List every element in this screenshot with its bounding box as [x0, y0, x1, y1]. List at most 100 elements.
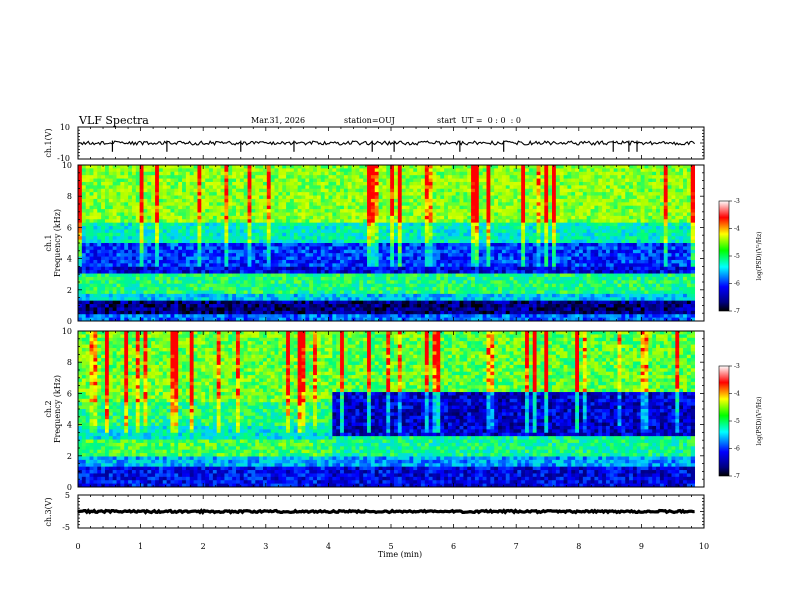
ch1-spectrogram-cell	[451, 246, 457, 251]
ch1-spectrogram-cell	[478, 263, 484, 268]
ch1-spectrogram-cell	[162, 195, 168, 200]
ch1-spectrogram-cell	[166, 236, 171, 241]
ch1-spectrogram-cell	[108, 246, 114, 251]
ch1-spectrogram-cell	[131, 222, 137, 227]
ch1-spectrogram-cell	[228, 215, 233, 220]
ch1-spectrogram-cell	[282, 178, 287, 183]
ch1-spectrogram-cell	[209, 280, 214, 285]
ch1-spectrogram-cell	[359, 263, 364, 268]
ch1-spectrogram-cell	[424, 263, 430, 268]
ch1-spectrogram-cell	[309, 229, 314, 234]
ch1-spectrogram-cell	[413, 205, 418, 210]
ch1-spectrogram-cell	[363, 219, 368, 224]
ch1-spectrogram-cell	[104, 171, 110, 176]
ch1-spectrogram-cell	[474, 307, 480, 312]
ch1-spectrogram-cell	[324, 181, 329, 186]
ch1-spectrogram-cell	[444, 317, 449, 322]
ch1-spectrogram-cell	[378, 192, 383, 196]
ch1-spectrogram-cell	[193, 270, 198, 274]
ch1-spectrogram-cell	[447, 266, 453, 271]
ch1-spectrogram-cell	[359, 276, 364, 281]
ch1-spectrogram-cell	[309, 246, 314, 251]
ch1-spectrogram-cell	[166, 273, 171, 278]
ch1-spectrogram-cell	[347, 290, 353, 295]
ch1-spectrogram-cell	[89, 290, 94, 295]
ch1-spectrogram-cell	[332, 239, 337, 244]
ch1-spectrogram-cell	[370, 304, 376, 308]
ch1-spectrogram-cell	[108, 249, 114, 254]
ch1-spectrogram-cell	[251, 300, 256, 305]
ch1-spectrogram-cell	[316, 266, 322, 271]
ch1-spectrogram-cell	[158, 195, 164, 200]
ch1-spectrogram-cell	[397, 246, 403, 251]
ch1-spectrogram-cell	[478, 246, 484, 251]
ch1-spectrogram-cell	[185, 202, 191, 207]
ch1-spectrogram-cell	[155, 280, 160, 285]
ch1-spectrogram-cell	[262, 253, 268, 257]
ch1-spectrogram-cell	[355, 165, 360, 169]
ch1-spectrogram-cell	[343, 202, 349, 207]
ch1-spectrogram-cell	[451, 195, 457, 200]
ch1-spectrogram-cell	[216, 165, 221, 169]
ch1-spectrogram-cell	[201, 222, 206, 227]
ch1-spectrogram-cell	[313, 266, 318, 271]
ch1-spectrogram-cell	[343, 181, 349, 186]
ch1-spectrogram-cell	[432, 205, 437, 210]
ch1-spectrogram-cell	[155, 287, 160, 291]
ch1-spectrogram-cell	[197, 300, 202, 305]
ch1-spectrogram-cell	[324, 310, 329, 315]
ch1-spectrogram-cell	[147, 171, 152, 176]
ch1-spectrogram-cell	[247, 304, 252, 308]
ch1-spectrogram-cell	[394, 175, 399, 179]
ch1-spectrogram-cell	[220, 256, 225, 261]
ch1-spectrogram-cell	[216, 188, 221, 193]
ch1-spectrogram-cell	[394, 215, 399, 220]
ch1-spectrogram-cell	[201, 270, 206, 274]
ch1-spectrogram-cell	[112, 181, 117, 186]
ch1-spectrogram-cell	[316, 300, 322, 305]
ch1-spectrogram-cell	[278, 175, 283, 179]
ch1-spectrogram-cell	[382, 253, 387, 257]
ch1-spectrogram-cell	[216, 266, 221, 271]
ch1-spectrogram-cell	[394, 246, 399, 251]
ch1-spectrogram-cell	[243, 212, 248, 217]
ch1-spectrogram-cell	[120, 280, 125, 285]
ch1-spectrogram-cell	[108, 171, 114, 176]
ch1-spectrogram-cell	[328, 256, 333, 261]
ch1-spectrogram-cell	[224, 178, 229, 183]
ch1-spectrogram-cell	[139, 297, 144, 302]
ch1-spectrogram-cell	[451, 253, 457, 257]
ch1-spectrogram-cell	[220, 198, 225, 203]
ch1-spectrogram-cell	[482, 212, 487, 217]
ch1-spectrogram-cell	[128, 249, 133, 254]
ch1-spectrogram-cell	[309, 222, 314, 227]
ch1-spectrogram-cell	[236, 209, 241, 213]
ch1-spectrogram-cell	[436, 185, 441, 190]
ch1-spectrogram-cell	[85, 181, 90, 186]
ch1-spectrogram-cell	[424, 280, 430, 285]
ch1-spectrogram-cell	[305, 297, 310, 302]
ch1-spectrogram-cell	[266, 202, 272, 207]
ch1-spectrogram-cell	[336, 205, 341, 210]
ch1-spectrogram-cell	[158, 273, 164, 278]
ch1-spectrogram-cell	[347, 209, 353, 213]
ch1-spectrogram-cell	[270, 165, 275, 169]
ch1-spectrogram-cell	[282, 185, 287, 190]
ch1-spectrogram-cell	[386, 249, 391, 254]
ch1-spectrogram-cell	[85, 253, 90, 257]
ch1-spectrogram-cell	[355, 205, 360, 210]
ch1-spectrogram-cell	[228, 300, 233, 305]
ch1-spectrogram-cell	[251, 215, 256, 220]
ch1-spectrogram-cell	[174, 222, 179, 227]
ch1-spectrogram-cell	[112, 280, 117, 285]
ch1-spectrogram-cell	[270, 270, 275, 274]
ch1-spectrogram-cell	[197, 290, 202, 295]
ch1-spectrogram-cell	[478, 239, 484, 244]
ch1-spectrogram-cell	[147, 219, 152, 224]
ch1-spectrogram-cell	[108, 263, 114, 268]
ch1-spectrogram-cell	[455, 198, 460, 203]
ch1-spectrogram-cell	[270, 226, 275, 230]
ch1-spectrogram-cell	[347, 253, 353, 257]
ch1-spectrogram-cell	[135, 178, 141, 183]
ch1-spectrogram-cell	[178, 202, 183, 207]
